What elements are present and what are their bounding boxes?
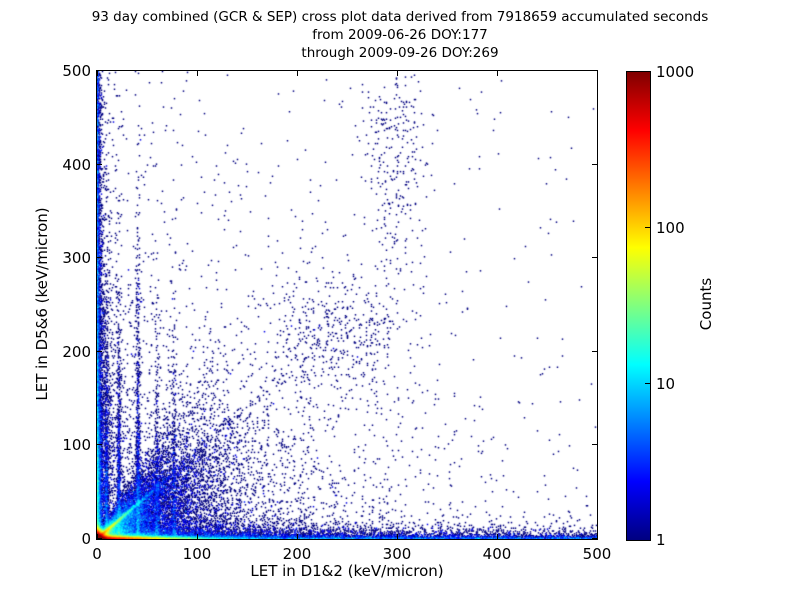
y-tick-label: 100 bbox=[62, 436, 91, 455]
x-tick-mark bbox=[97, 71, 98, 76]
y-tick-label: 400 bbox=[62, 155, 91, 174]
y-tick-mark bbox=[592, 257, 597, 259]
y-tick-mark bbox=[592, 538, 597, 539]
x-tick-mark bbox=[597, 71, 598, 76]
x-tick-label: 400 bbox=[482, 545, 512, 563]
y-tick-mark bbox=[97, 538, 102, 539]
colorbar-gradient bbox=[627, 72, 650, 540]
y-tick-mark bbox=[592, 70, 597, 71]
y-axis-label: LET in D5&6 (keV/micron) bbox=[33, 207, 51, 401]
x-tick-mark bbox=[97, 534, 98, 539]
x-tick-mark bbox=[397, 71, 398, 76]
x-tick-label: 300 bbox=[382, 545, 412, 563]
plot-title-line-1: 93 day combined (GCR & SEP) cross plot d… bbox=[91, 9, 709, 25]
x-tick-label: 100 bbox=[182, 545, 212, 563]
scatter-density-canvas bbox=[97, 71, 597, 539]
y-tick-label: 0 bbox=[81, 530, 91, 548]
y-tick-label: 300 bbox=[62, 249, 91, 268]
x-axis-label: LET in D1&2 (keV/micron) bbox=[250, 562, 444, 580]
y-tick-mark bbox=[97, 350, 102, 352]
colorbar-tick-mark bbox=[645, 226, 650, 228]
colorbar-tick-label: 1 bbox=[656, 531, 666, 549]
x-tick-mark bbox=[197, 534, 198, 539]
x-tick-label: 500 bbox=[582, 545, 612, 563]
x-tick-label: 0 bbox=[92, 545, 102, 563]
y-tick-mark bbox=[592, 163, 597, 165]
y-tick-mark bbox=[97, 70, 102, 71]
plot-title-line-2: from 2009-06-26 DOY:177 bbox=[312, 27, 488, 43]
plot-area-border bbox=[96, 70, 598, 540]
x-tick-mark bbox=[597, 534, 598, 539]
colorbar-label: Counts bbox=[697, 277, 715, 331]
x-tick-mark bbox=[197, 71, 198, 76]
x-tick-label: 200 bbox=[282, 545, 312, 563]
y-tick-label: 200 bbox=[62, 342, 91, 361]
colorbar-tick-mark bbox=[645, 383, 650, 384]
y-tick-mark bbox=[97, 163, 102, 165]
x-tick-mark bbox=[297, 71, 298, 76]
x-tick-mark bbox=[397, 534, 398, 539]
y-tick-mark bbox=[97, 257, 102, 259]
x-tick-mark bbox=[297, 534, 298, 539]
plot-title-line-3: through 2009-09-26 DOY:269 bbox=[301, 45, 499, 61]
y-tick-mark bbox=[97, 444, 102, 446]
y-tick-label: 500 bbox=[62, 62, 91, 80]
y-tick-mark bbox=[592, 444, 597, 446]
colorbar-tick-label: 10 bbox=[656, 375, 676, 393]
colorbar-tick-label: 100 bbox=[656, 218, 685, 237]
y-tick-mark bbox=[592, 350, 597, 352]
x-tick-mark bbox=[497, 534, 498, 539]
colorbar-tick-label: 1000 bbox=[656, 63, 695, 81]
x-tick-mark bbox=[497, 71, 498, 76]
colorbar bbox=[626, 71, 651, 541]
